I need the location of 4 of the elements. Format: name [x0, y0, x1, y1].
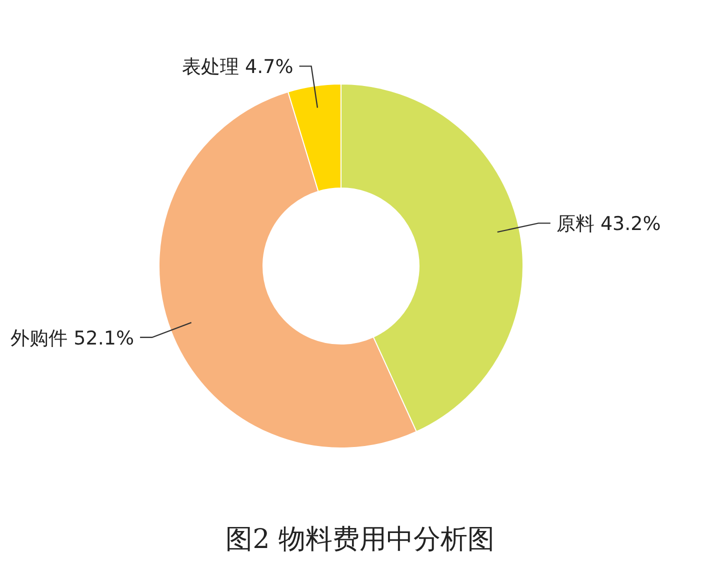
slice-label: 原料 43.2%: [556, 213, 661, 236]
slice-label: 表处理 4.7%: [182, 56, 294, 78]
text: 图2 物料费用中分析图: [226, 524, 494, 555]
slice-label: 外购件 52.1%: [10, 327, 134, 350]
